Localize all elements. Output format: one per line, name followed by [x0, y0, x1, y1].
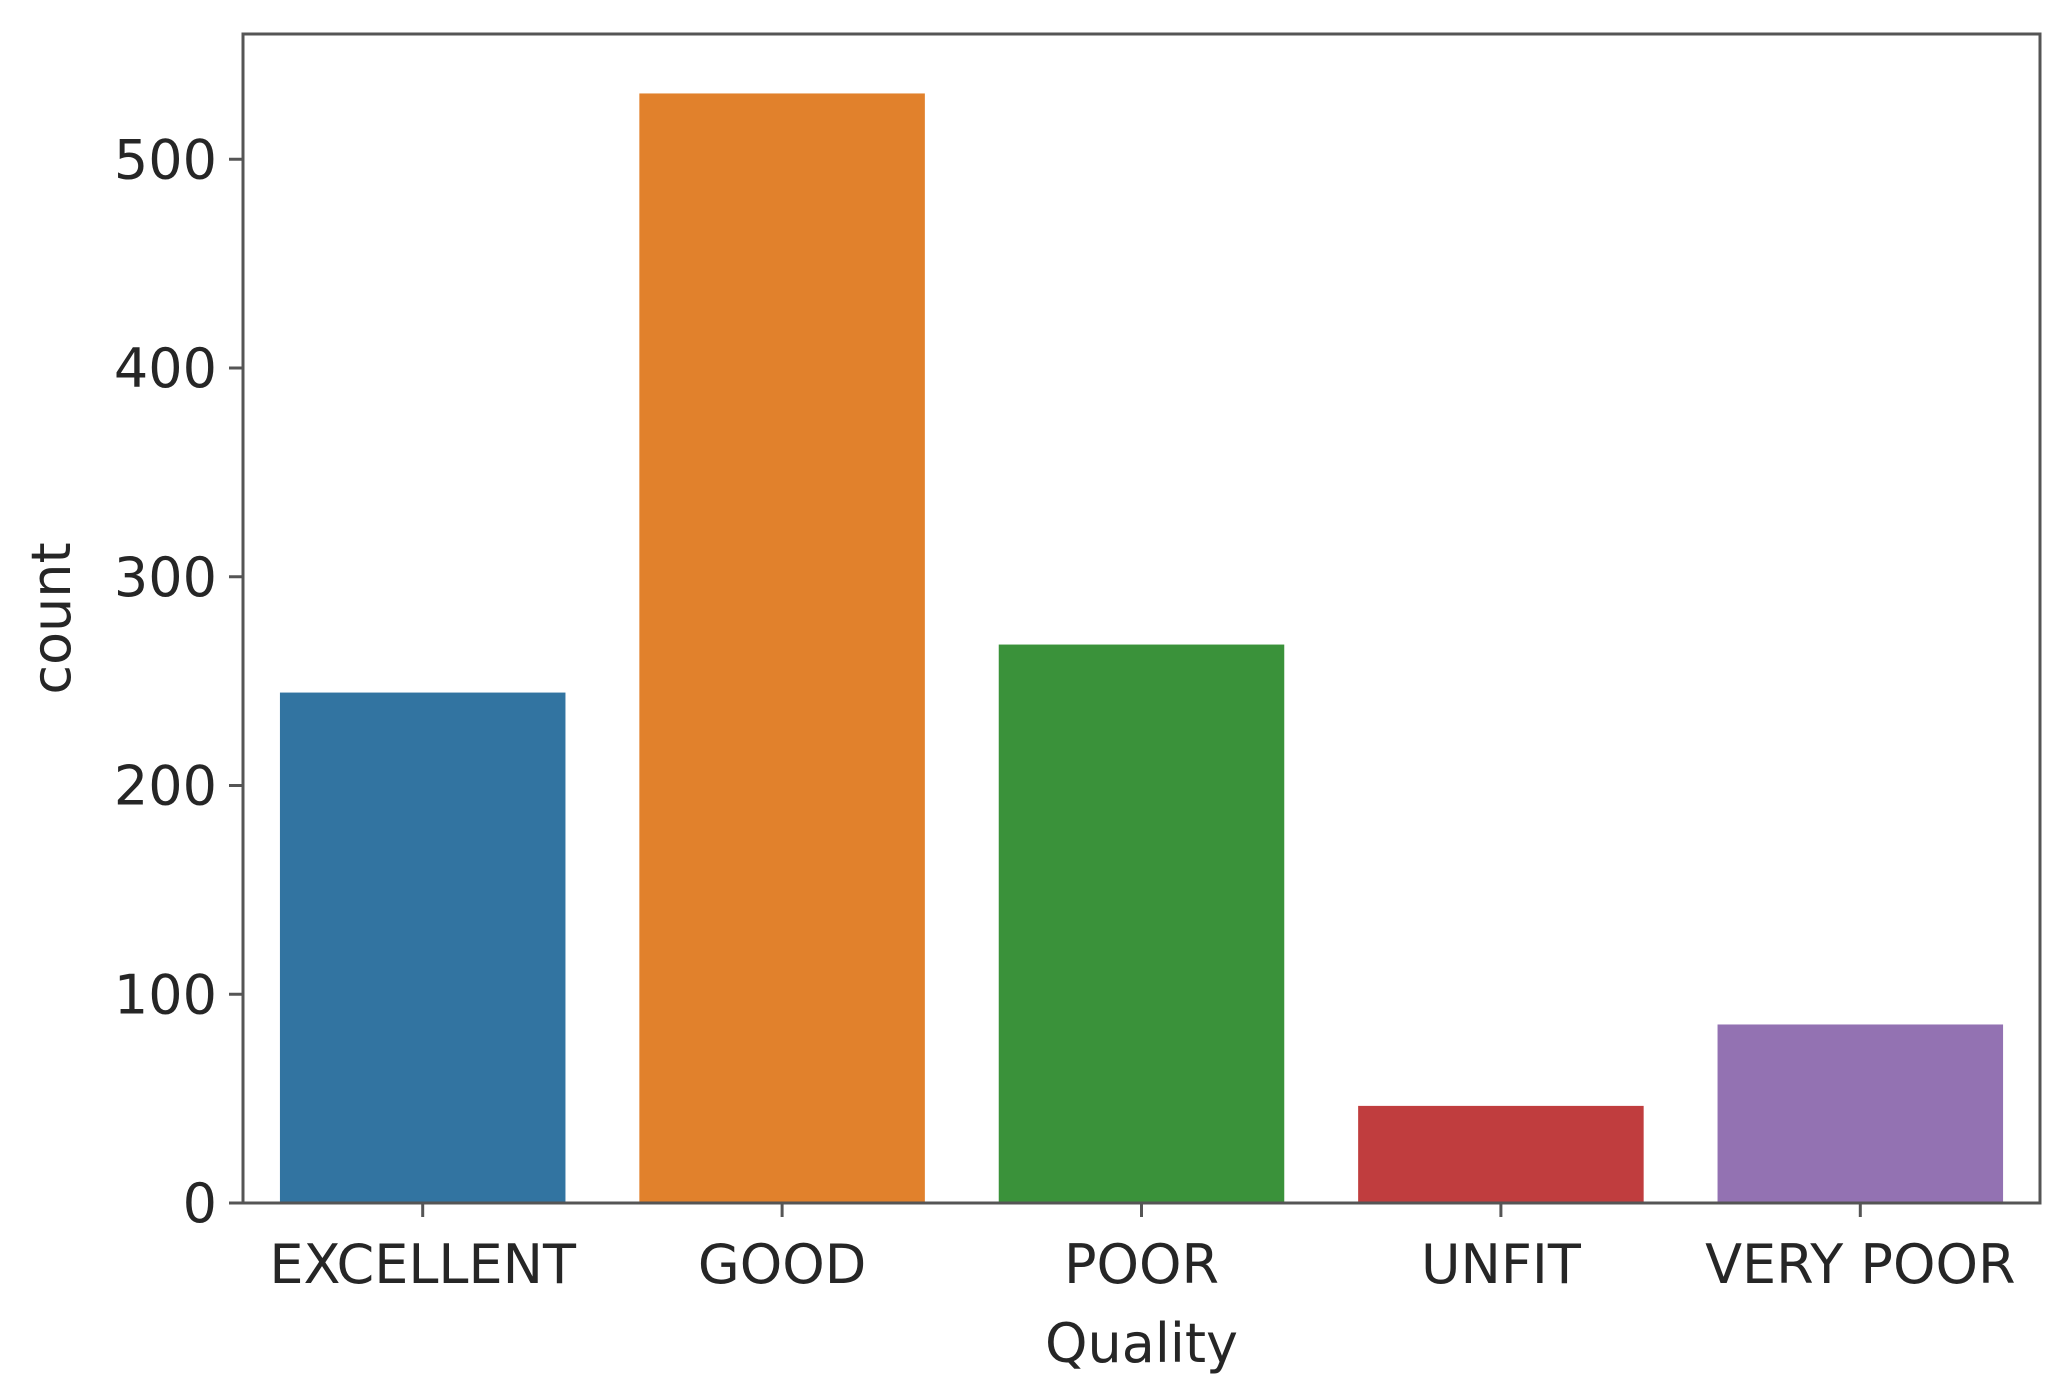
y-tick-label: 0 [183, 1172, 217, 1235]
y-tick-label: 100 [114, 963, 217, 1026]
y-tick-label: 200 [114, 755, 217, 818]
bar-poor [996, 642, 1287, 1204]
x-tick-label: EXCELLENT [269, 1233, 577, 1296]
x-tick-label: UNFIT [1421, 1233, 1582, 1296]
y-tick-label: 400 [114, 337, 217, 400]
y-tick-label: 500 [114, 128, 217, 191]
plot-frame [241, 32, 2042, 1205]
x-tick-label: VERY POOR [1705, 1233, 2015, 1296]
bar-good [637, 91, 927, 1205]
bar-unfit [1356, 1103, 1646, 1204]
x-axis: EXCELLENT GOOD POOR UNFIT VERY POOR [269, 1203, 2015, 1296]
x-tick-label: POOR [1064, 1233, 1219, 1296]
x-tick-label: GOOD [698, 1233, 866, 1296]
y-axis-title: count [20, 542, 83, 694]
bars-group [277, 91, 2006, 1205]
y-tick-label: 300 [114, 546, 217, 609]
x-axis-title: Quality [1045, 1312, 1238, 1375]
y-axis: 0 100 200 300 400 500 [114, 128, 243, 1235]
bar-excellent [277, 690, 568, 1204]
bar-very-poor [1715, 1022, 2006, 1204]
